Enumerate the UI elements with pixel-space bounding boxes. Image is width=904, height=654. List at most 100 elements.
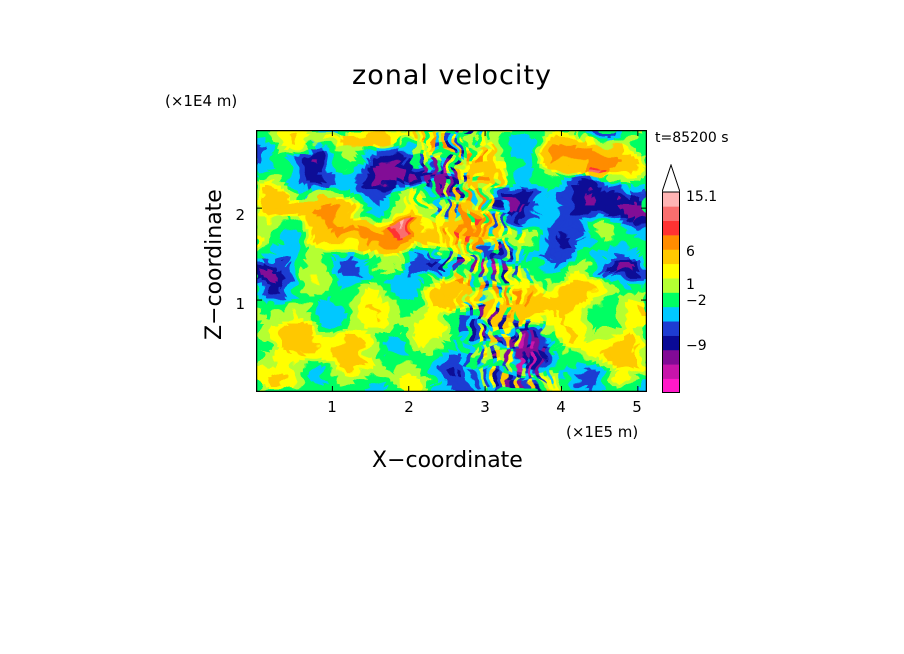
- contour-cell: [291, 217, 297, 222]
- contour-cell: [319, 161, 325, 167]
- contour-cell: [311, 193, 317, 199]
- contour-cell: [447, 153, 453, 159]
- contour-cell: [283, 324, 289, 330]
- contour-cell: [271, 372, 277, 377]
- contour-cell: [303, 149, 309, 155]
- contour-cell: [275, 217, 281, 222]
- contour-cell: [447, 352, 453, 357]
- contour-cell: [411, 221, 417, 226]
- contour-cell: [551, 237, 556, 242]
- contour-cell: [267, 201, 273, 207]
- contour-cell: [283, 217, 289, 222]
- contour-cell: [291, 280, 297, 286]
- contour-cell: [535, 372, 540, 377]
- contour-cell: [263, 133, 269, 139]
- contour-cell: [415, 320, 421, 326]
- contour-cell: [419, 316, 425, 322]
- contour-cell: [523, 165, 528, 171]
- contour-cell: [459, 249, 465, 254]
- contour-cell: [435, 149, 441, 155]
- contour-cell: [403, 197, 409, 203]
- contour-cell: [259, 324, 265, 330]
- contour-cell: [311, 165, 317, 171]
- contour-cell: [487, 257, 492, 262]
- contour-cell: [407, 340, 413, 345]
- contour-cell: [407, 384, 413, 389]
- contour-cell: [395, 332, 401, 338]
- contour-cell: [543, 233, 548, 238]
- contour-cell: [259, 157, 265, 163]
- contour-cell: [539, 332, 544, 338]
- contour-cell: [371, 372, 377, 377]
- contour-cell: [507, 304, 512, 310]
- contour-cell: [503, 328, 508, 334]
- contour-cell: [507, 352, 512, 357]
- contour-cell: [415, 268, 421, 274]
- contour-cell: [399, 280, 405, 286]
- contour-cell: [335, 360, 341, 365]
- contour-cell: [383, 288, 389, 294]
- contour-cell: [507, 324, 512, 330]
- contour-cell: [519, 213, 524, 218]
- contour-cell: [391, 149, 397, 155]
- contour-cell: [275, 237, 281, 242]
- contour-cell: [375, 149, 381, 155]
- contour-cell: [443, 340, 449, 345]
- contour-cell: [347, 165, 353, 171]
- contour-cell: [551, 217, 556, 222]
- contour-cell: [523, 133, 528, 139]
- contour-cell: [495, 336, 500, 341]
- contour-cell: [555, 237, 560, 242]
- contour-cell: [267, 268, 273, 274]
- contour-cell: [435, 245, 441, 250]
- contour-cell: [275, 276, 281, 282]
- contour-cell: [331, 304, 337, 310]
- contour-cell: [383, 185, 389, 191]
- contour-cell: [299, 261, 305, 266]
- contour-cell: [539, 300, 544, 306]
- contour-cell: [423, 257, 429, 262]
- contour-cell: [451, 332, 457, 338]
- contour-cell: [511, 336, 516, 341]
- contour-cell: [335, 221, 341, 226]
- contour-cell: [391, 384, 397, 389]
- contour-cell: [271, 348, 277, 353]
- contour-cell: [495, 388, 500, 392]
- contour-cell: [507, 296, 512, 302]
- contour-cell: [256, 149, 261, 155]
- contour-cell: [343, 161, 349, 167]
- contour-cell: [359, 376, 365, 381]
- contour-cell: [355, 193, 361, 199]
- contour-cell: [551, 368, 556, 373]
- contour-cell: [347, 153, 353, 159]
- contour-cell: [383, 133, 389, 139]
- contour-cell: [275, 312, 281, 318]
- contour-cell: [439, 360, 445, 365]
- contour-cell: [535, 225, 540, 230]
- contour-cell: [511, 137, 516, 143]
- contour-cell: [311, 340, 317, 345]
- contour-cell: [523, 316, 528, 322]
- contour-cell: [423, 157, 429, 163]
- contour-cell: [383, 328, 389, 334]
- contour-cell: [507, 372, 512, 377]
- contour-cell: [443, 320, 449, 326]
- contour-cell: [471, 153, 477, 159]
- contour-cell: [275, 268, 281, 274]
- contour-cell: [443, 133, 449, 139]
- contour-cell: [295, 241, 301, 246]
- contour-cell: [299, 284, 305, 290]
- contour-cell: [335, 328, 341, 334]
- contour-cell: [471, 292, 477, 298]
- contour-cell: [503, 165, 508, 171]
- contour-cell: [259, 130, 265, 135]
- contour-cell: [535, 364, 540, 369]
- contour-cell: [299, 344, 305, 349]
- contour-cell: [375, 288, 381, 294]
- contour-cell: [507, 312, 512, 318]
- contour-cell: [431, 130, 437, 135]
- contour-cell: [335, 253, 341, 258]
- contour-cell: [319, 177, 325, 183]
- contour-cell: [523, 272, 528, 278]
- contour-cell: [399, 384, 405, 389]
